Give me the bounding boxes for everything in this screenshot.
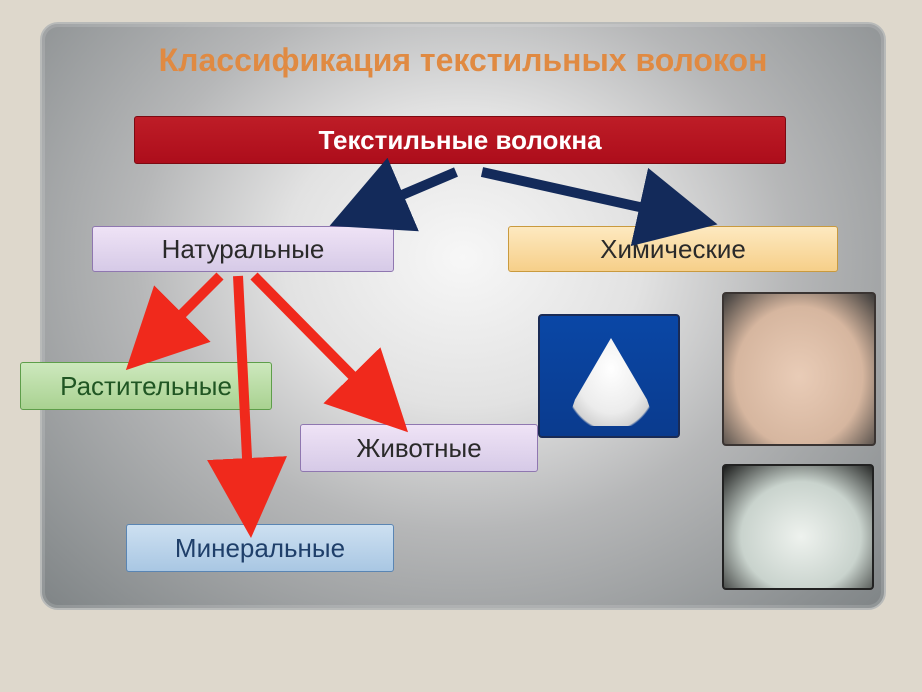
node-natural: Натуральные xyxy=(92,226,394,272)
node-mineral: Минеральные xyxy=(126,524,394,572)
edge-root-natural xyxy=(348,172,456,218)
diagram-title: Классификация текстильных волокон xyxy=(42,42,884,79)
edge-natural-animal xyxy=(254,276,394,418)
white-fiber-photo xyxy=(538,314,680,438)
edge-natural-plant xyxy=(140,276,220,356)
node-animal: Животные xyxy=(300,424,538,472)
diagram-panel: Классификация текстильных волокон Тексти… xyxy=(40,22,886,610)
edge-root-chemical xyxy=(482,172,698,220)
node-root: Текстильные волокна xyxy=(134,116,786,164)
node-chemical: Химические xyxy=(508,226,838,272)
gray-fiber-photo xyxy=(722,464,874,590)
node-plant: Растительные xyxy=(20,362,272,410)
tan-fiber-photo xyxy=(722,292,876,446)
